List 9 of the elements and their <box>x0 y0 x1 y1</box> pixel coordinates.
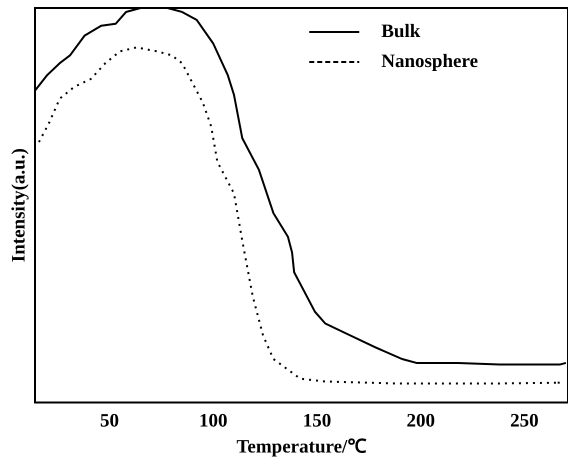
y-axis-title: Intensity(a.u.) <box>8 148 30 262</box>
legend-label: Nanosphere <box>381 50 478 72</box>
x-tick-label: 150 <box>302 410 332 432</box>
x-tick-label: 250 <box>510 410 539 432</box>
x-tick-label: 200 <box>406 410 435 432</box>
x-tick-label: 100 <box>198 410 228 432</box>
x-axis-title: Temperature/℃ <box>236 436 366 458</box>
x-tick-label: 50 <box>100 410 119 432</box>
legend-label: Bulk <box>381 20 421 42</box>
